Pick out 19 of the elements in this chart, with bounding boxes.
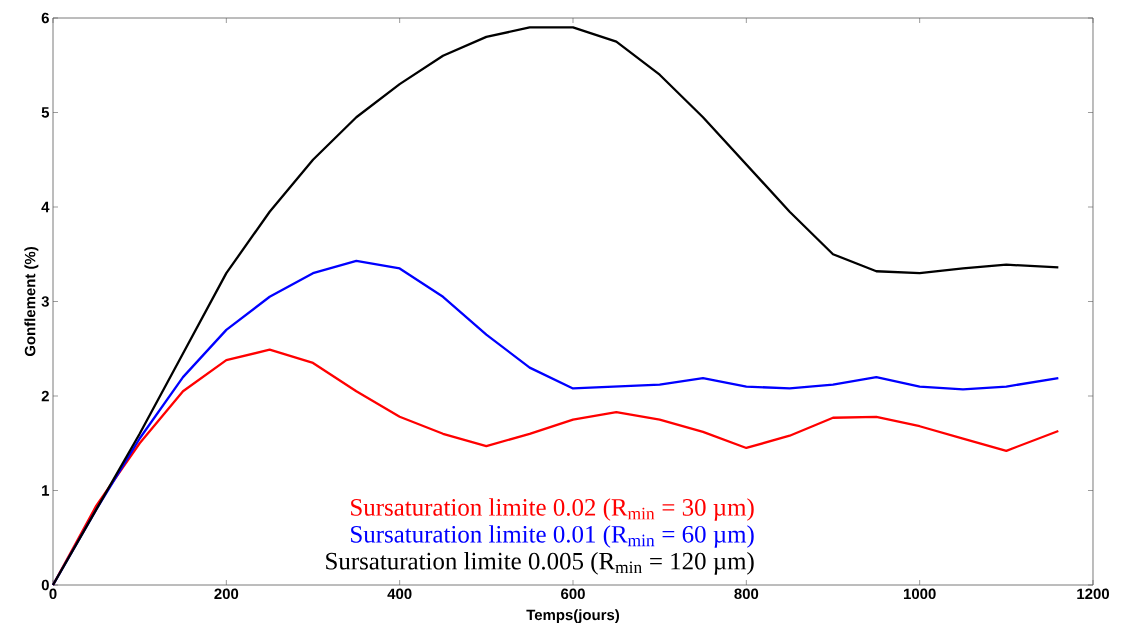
y-tick-label: 6 [41,12,49,24]
y-tick-label: 2 [41,390,49,402]
x-axis-title: Temps(jours) [526,609,620,624]
y-tick-label: 5 [41,107,50,118]
x-tick-label: 1200 [1077,588,1109,600]
text: Sursaturation limite 0.005 (R$_{min}$ = 120 µm) [326,552,754,575]
y-axis-title: Gonflement (%) [24,247,39,357]
y-tick-label: 3 [41,296,49,307]
line-series [51,348,1060,587]
text: Sursaturation limite 0.02 (R$_{min}$ = 30 µm) [351,498,754,521]
y-tick-label: 1 [42,485,50,496]
x-tick-label: 1000 [903,588,936,600]
x-tick-label: 800 [734,588,759,600]
x-tick-label: 200 [214,588,239,600]
y-tick-label: 4 [41,201,50,213]
x-tick-label: 400 [387,588,412,600]
y-tick-label: 0 [41,579,49,591]
x-tick-label: 600 [561,588,585,600]
text: Sursaturation limite 0.01 (R$_{min}$ = 60 µm) [351,525,754,548]
